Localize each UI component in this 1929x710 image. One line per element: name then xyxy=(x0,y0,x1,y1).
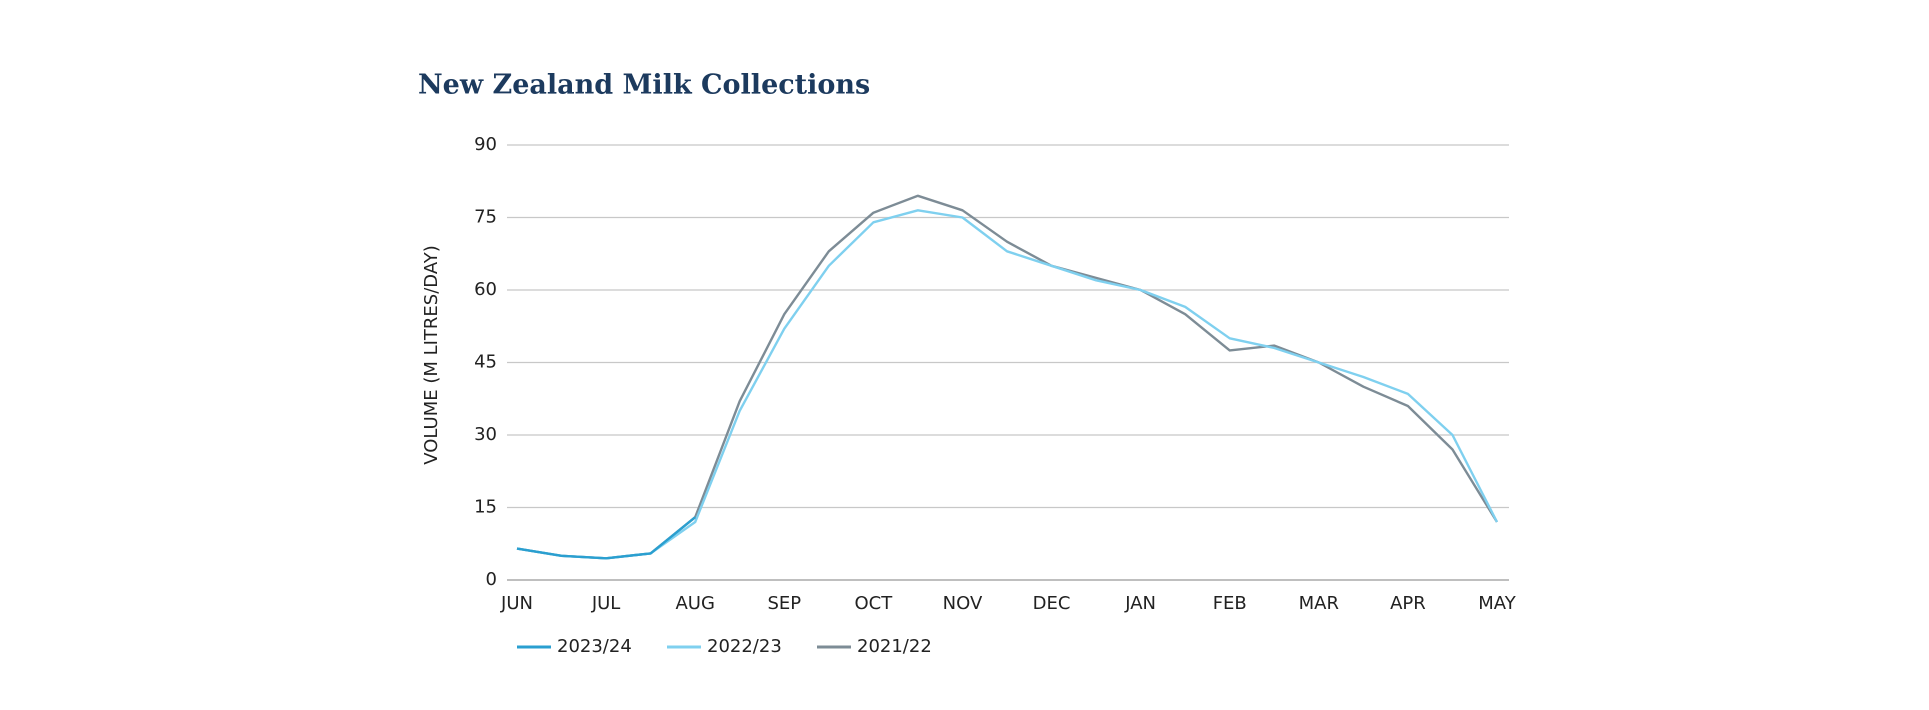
y-tick-label: 75 xyxy=(474,207,497,228)
x-tick-label: AUG xyxy=(675,593,714,614)
x-tick-label: DEC xyxy=(1033,593,1071,614)
series-line xyxy=(516,209,1499,560)
x-tick-label: MAR xyxy=(1299,593,1339,614)
x-tick-label: SEP xyxy=(767,593,801,614)
y-tick-label: 15 xyxy=(474,497,497,518)
x-tick-label: OCT xyxy=(854,593,893,614)
x-tick-label: JUL xyxy=(591,593,621,614)
x-tick-label: APR xyxy=(1390,593,1426,614)
legend-label: 2021/22 xyxy=(857,636,932,657)
y-tick-label: 0 xyxy=(486,569,497,590)
x-tick-label: JAN xyxy=(1124,593,1156,614)
legend-label: 2022/23 xyxy=(707,636,782,657)
x-tick-label: FEB xyxy=(1213,593,1247,614)
x-tick-label: NOV xyxy=(943,593,983,614)
y-tick-label: 45 xyxy=(474,352,497,373)
x-tick-label: MAY xyxy=(1478,593,1516,614)
y-axis-label: VOLUME (M LITRES/DAY) xyxy=(421,245,442,465)
chart-title: New Zealand Milk Collections xyxy=(418,70,870,101)
y-tick-label: 30 xyxy=(474,424,497,445)
x-tick-label: JUN xyxy=(500,593,533,614)
y-tick-label: 90 xyxy=(474,134,497,155)
legend-label: 2023/24 xyxy=(557,636,632,657)
series-line xyxy=(516,516,696,560)
y-tick-label: 60 xyxy=(474,279,497,300)
